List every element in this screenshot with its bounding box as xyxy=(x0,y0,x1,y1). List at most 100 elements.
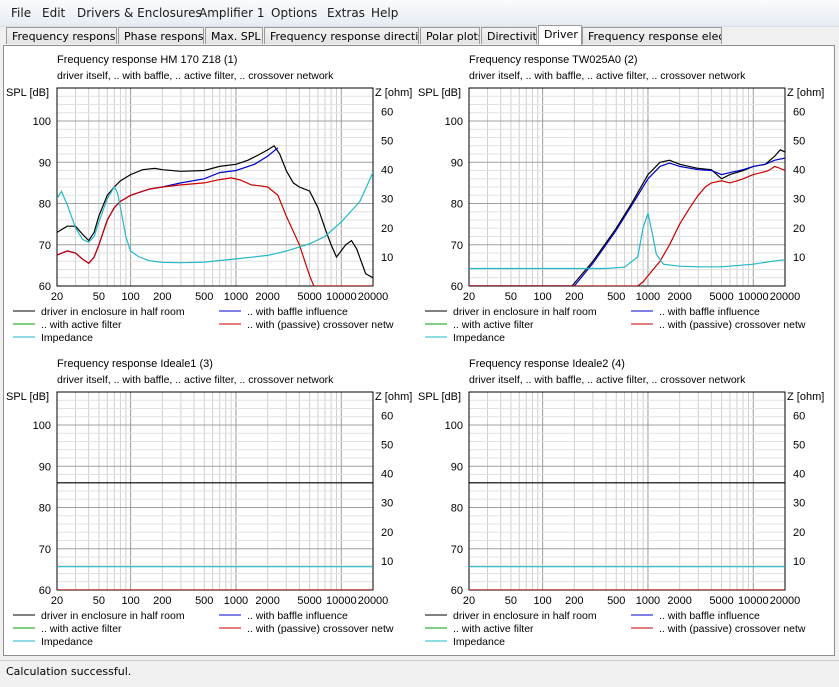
y-tick-label: 70 xyxy=(451,240,463,252)
y2-tick-label: 60 xyxy=(381,106,393,118)
menu-options[interactable]: Options xyxy=(271,6,318,20)
x-tick-label: 500 xyxy=(607,595,625,607)
tab-directivity[interactable]: Directivity xyxy=(481,27,537,44)
legend-label: .. with (passive) crossover netw xyxy=(659,319,806,331)
y-axis-label: SPL [dB] xyxy=(418,87,461,99)
plot-frame xyxy=(56,87,374,287)
series-line-4 xyxy=(57,172,373,264)
tab-phase-response[interactable]: Phase response xyxy=(118,27,204,44)
series-line-2 xyxy=(469,157,785,286)
y-tick-label: 80 xyxy=(451,503,463,515)
y-tick-label: 100 xyxy=(33,116,51,128)
x-tick-label: 10000 xyxy=(738,291,769,303)
legend-label: .. with (passive) crossover netw xyxy=(247,623,394,635)
y2-tick-label: 20 xyxy=(793,223,805,235)
y2-tick-label: 30 xyxy=(793,498,805,510)
chart-panel-2: Frequency response TW025A0 (2) driver its… xyxy=(418,54,824,344)
chart-area: Frequency response HM 170 Z18 (1) driver … xyxy=(3,45,835,656)
legend-label: driver in enclosure in half room xyxy=(41,306,185,318)
tab-frequency-response-electrical[interactable]: Frequency response electr.. xyxy=(582,27,722,44)
x-tick-label: 50 xyxy=(505,595,517,607)
y2-tick-label: 40 xyxy=(381,469,393,481)
x-tick-label: 100 xyxy=(533,291,551,303)
y-tick-label: 70 xyxy=(451,544,463,556)
tab-frequency-response[interactable]: Frequency response. xyxy=(6,27,117,44)
tab-driver[interactable]: Driver xyxy=(538,25,582,45)
menu-file[interactable]: File xyxy=(11,6,32,20)
y2-tick-label: 30 xyxy=(381,498,393,510)
status-text: Calculation successful. xyxy=(6,665,132,678)
chart-panel-3: Frequency response Ideale1 (3) driver its… xyxy=(6,358,412,648)
x-tick-label: 100 xyxy=(121,595,139,607)
y-tick-label: 90 xyxy=(451,157,463,169)
y2-tick-label: 10 xyxy=(381,556,393,568)
charts-svg: Frequency response HM 170 Z18 (1) driver … xyxy=(6,54,824,648)
x-tick-label: 10000 xyxy=(326,291,357,303)
x-tick-label: 20 xyxy=(463,595,475,607)
y-tick-label: 80 xyxy=(39,199,51,211)
y2-tick-label: 40 xyxy=(381,165,393,177)
series-group xyxy=(57,482,373,590)
menu-extras[interactable]: Extras xyxy=(327,6,365,20)
chart-title: Frequency response Ideale1 (3) xyxy=(57,358,213,370)
menu-drivers-enclosures[interactable]: Drivers & Enclosures xyxy=(77,6,202,20)
series-group xyxy=(469,482,785,590)
y-tick-label: 90 xyxy=(451,461,463,473)
x-tick-label: 5000 xyxy=(709,291,733,303)
chart-title: Frequency response HM 170 Z18 (1) xyxy=(57,54,237,66)
y2-tick-label: 30 xyxy=(381,194,393,206)
legend-label: .. with (passive) crossover netw xyxy=(247,319,394,331)
tab-polar-plots[interactable]: Polar plots xyxy=(420,27,480,44)
x-tick-label: 20000 xyxy=(770,595,801,607)
legend-label: .. with active filter xyxy=(41,319,122,331)
legend: driver in enclosure in half room.. with … xyxy=(425,610,806,648)
y-tick-label: 80 xyxy=(451,199,463,211)
tab-max-spl[interactable]: Max. SPL xyxy=(205,27,263,44)
x-tick-label: 20000 xyxy=(358,595,389,607)
legend: driver in enclosure in half room.. with … xyxy=(13,306,394,344)
legend-label: Impedance xyxy=(41,636,93,648)
grid xyxy=(468,391,786,590)
series-group xyxy=(57,144,373,286)
x-tick-label: 10000 xyxy=(326,595,357,607)
y2-tick-label: 40 xyxy=(793,469,805,481)
legend-label: .. with active filter xyxy=(453,319,534,331)
menu-amplifier[interactable]: Amplifier 1 xyxy=(199,6,265,20)
grid xyxy=(56,391,374,590)
x-tick-label: 10000 xyxy=(738,595,769,607)
series-line-3 xyxy=(469,165,785,286)
y2-tick-label: 50 xyxy=(793,439,805,451)
x-tick-label: 2000 xyxy=(255,291,279,303)
legend-label: .. with baffle influence xyxy=(659,610,760,622)
tab-bar: Frequency response. Phase response Max. … xyxy=(0,25,839,46)
y2-tick-label: 20 xyxy=(793,527,805,539)
y-tick-label: 60 xyxy=(39,281,51,293)
y2-tick-label: 60 xyxy=(793,106,805,118)
legend-label: .. with active filter xyxy=(453,623,534,635)
y2-tick-label: 10 xyxy=(793,556,805,568)
legend-label: Impedance xyxy=(453,332,505,344)
x-tick-label: 2000 xyxy=(667,291,691,303)
y-axis-label: SPL [dB] xyxy=(6,87,49,99)
series-line-4 xyxy=(469,210,785,270)
y-tick-label: 60 xyxy=(451,281,463,293)
series-group xyxy=(469,149,785,286)
tab-frequency-response-directions[interactable]: Frequency response directions xyxy=(264,27,419,44)
chart-subtitle: driver itself, .. with baffle, .. active… xyxy=(469,374,746,386)
x-tick-label: 500 xyxy=(607,291,625,303)
y2-tick-label: 10 xyxy=(381,252,393,264)
status-bar: Calculation successful. xyxy=(0,660,839,687)
y-tick-label: 60 xyxy=(39,585,51,597)
legend-label: driver in enclosure in half room xyxy=(453,610,597,622)
menu-help[interactable]: Help xyxy=(371,6,399,20)
x-tick-label: 1000 xyxy=(224,291,248,303)
x-tick-label: 5000 xyxy=(297,595,321,607)
y-tick-label: 70 xyxy=(39,544,51,556)
y-tick-label: 60 xyxy=(451,585,463,597)
chart-subtitle: driver itself, .. with baffle, .. active… xyxy=(57,374,334,386)
chart-subtitle: driver itself, .. with baffle, .. active… xyxy=(469,70,746,82)
series-line-3 xyxy=(57,177,373,286)
x-tick-label: 50 xyxy=(505,291,517,303)
menu-edit[interactable]: Edit xyxy=(42,6,66,20)
legend-label: Impedance xyxy=(453,636,505,648)
